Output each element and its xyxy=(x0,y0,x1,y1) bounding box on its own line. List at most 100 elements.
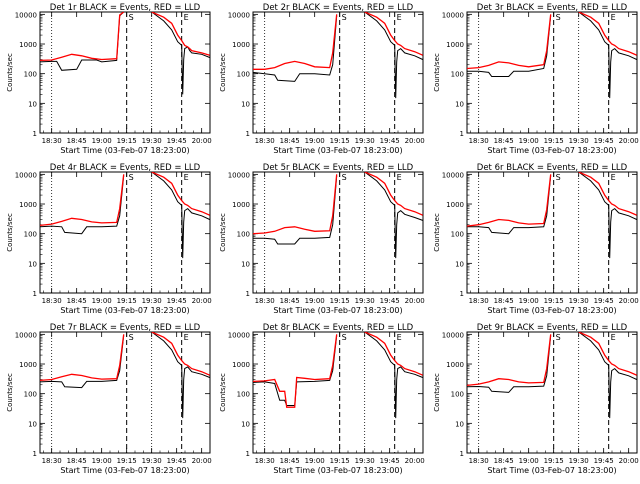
event-marker-label: S xyxy=(556,13,561,22)
series-line-events xyxy=(40,332,210,419)
x-tick-label: 19:45 xyxy=(380,297,400,305)
panel-det-2: Det 2r BLACK = Events, RED = LLD 1 10 100 10… xyxy=(219,3,425,155)
x-tick-label: 19:15 xyxy=(544,137,564,145)
plot-frame xyxy=(466,331,638,454)
x-tick-label: 19:00 xyxy=(305,457,325,465)
event-marker-label: S xyxy=(342,333,347,342)
y-axis-label: Counts/sec xyxy=(6,213,14,252)
x-tick-label: 18:45 xyxy=(494,457,514,465)
x-tick-label: 19:00 xyxy=(92,457,112,465)
x-tick-label: 19:30 xyxy=(142,297,162,305)
x-tick-label: 19:45 xyxy=(594,457,614,465)
x-axis-label: Start Time (03-Feb-07 18:23:00) xyxy=(273,146,402,155)
x-tick-label: 18:30 xyxy=(255,297,275,305)
panel-title: Det 6r BLACK = Events, RED = LLD xyxy=(477,163,628,173)
x-tick-label: 19:45 xyxy=(380,137,400,145)
x-tick-label: 18:45 xyxy=(494,137,514,145)
x-tick-label: 18:30 xyxy=(469,457,489,465)
series-line-lld xyxy=(253,332,423,408)
y-tick-label: 1000 xyxy=(446,361,464,369)
event-marker-label: S xyxy=(556,333,561,342)
plot-frame xyxy=(252,331,424,454)
x-tick-label: 19:15 xyxy=(544,297,564,305)
x-tick-label: 19:45 xyxy=(380,457,400,465)
y-axis-label: Counts/sec xyxy=(433,53,441,92)
panel-title: Det 1r BLACK = Events, RED = LLD xyxy=(50,3,201,13)
y-tick-label: 10 xyxy=(28,420,37,428)
y-tick-label: 100 xyxy=(451,231,464,239)
series-line-events xyxy=(40,172,210,259)
y-tick-label: 1000 xyxy=(446,201,464,209)
x-tick-label: 20:00 xyxy=(192,457,212,465)
event-marker-label: E xyxy=(184,13,189,22)
y-tick-label: 10 xyxy=(241,260,250,268)
x-tick-label: 19:30 xyxy=(355,137,375,145)
y-tick-label: 10000 xyxy=(442,171,464,179)
panel-det-6: Det 6r BLACK = Events, RED = LLD 1 10 100 10… xyxy=(433,163,639,315)
y-tick-label: 1 xyxy=(33,130,37,138)
panel-title: Det 5r BLACK = Events, RED = LLD xyxy=(263,163,414,173)
y-tick-label: 100 xyxy=(24,231,37,239)
panel-det-9: Det 9r BLACK = Events, RED = LLD 1 10 100 10… xyxy=(433,323,639,475)
y-tick-label: 10 xyxy=(241,420,250,428)
y-tick-label: 1 xyxy=(460,450,464,458)
y-axis-label: Counts/sec xyxy=(433,213,441,252)
x-tick-label: 20:00 xyxy=(405,137,425,145)
y-tick-label: 10 xyxy=(455,100,464,108)
event-marker-label: S xyxy=(342,13,347,22)
panel-title: Det 9r BLACK = Events, RED = LLD xyxy=(477,323,628,333)
event-marker-label: S xyxy=(129,13,134,22)
series-line-lld xyxy=(467,12,637,70)
y-tick-label: 1 xyxy=(246,450,250,458)
event-marker-label: S xyxy=(129,333,134,342)
panel-det-1: Det 1r BLACK = Events, RED = LLD 1 10 100 10… xyxy=(6,3,212,155)
y-tick-label: 1000 xyxy=(19,361,37,369)
y-axis-label: Counts/sec xyxy=(6,373,14,412)
x-tick-label: 18:45 xyxy=(280,297,300,305)
x-tick-label: 19:00 xyxy=(92,137,112,145)
y-axis-label: Counts/sec xyxy=(6,53,14,92)
series-line-events xyxy=(253,12,423,99)
series-line-events xyxy=(253,332,423,419)
event-marker-label: S xyxy=(342,173,347,182)
plot-frame xyxy=(252,11,424,134)
y-tick-label: 1 xyxy=(33,450,37,458)
y-tick-label: 1 xyxy=(246,290,250,298)
x-tick-label: 19:00 xyxy=(519,457,539,465)
y-tick-label: 1000 xyxy=(19,201,37,209)
y-tick-label: 10000 xyxy=(15,171,37,179)
x-axis-label: Start Time (03-Feb-07 18:23:00) xyxy=(487,466,616,475)
y-axis-label: Counts/sec xyxy=(219,53,227,92)
event-marker-label: E xyxy=(397,333,402,342)
x-tick-label: 18:45 xyxy=(67,137,87,145)
x-tick-label: 18:45 xyxy=(280,457,300,465)
x-tick-label: 19:30 xyxy=(355,297,375,305)
x-tick-label: 18:30 xyxy=(255,137,275,145)
x-tick-label: 19:00 xyxy=(305,137,325,145)
panel-title: Det 3r BLACK = Events, RED = LLD xyxy=(477,3,628,13)
y-axis-label: Counts/sec xyxy=(433,373,441,412)
x-tick-label: 19:45 xyxy=(594,297,614,305)
x-tick-label: 19:30 xyxy=(142,457,162,465)
x-tick-label: 19:15 xyxy=(544,457,564,465)
series-line-lld xyxy=(40,332,210,382)
x-tick-label: 18:45 xyxy=(67,297,87,305)
y-tick-label: 1000 xyxy=(446,41,464,49)
x-tick-label: 19:00 xyxy=(305,297,325,305)
x-tick-label: 19:30 xyxy=(569,457,589,465)
y-tick-label: 100 xyxy=(24,391,37,399)
event-marker-label: E xyxy=(397,173,402,182)
event-marker-label: S xyxy=(556,173,561,182)
y-tick-label: 10 xyxy=(455,420,464,428)
series-line-events xyxy=(467,172,637,259)
y-tick-label: 10000 xyxy=(228,11,250,19)
x-tick-label: 19:00 xyxy=(92,297,112,305)
y-tick-label: 1000 xyxy=(232,41,250,49)
x-tick-label: 19:45 xyxy=(167,137,187,145)
x-axis-label: Start Time (03-Feb-07 18:23:00) xyxy=(273,466,402,475)
y-tick-label: 10000 xyxy=(15,11,37,19)
series-line-lld xyxy=(40,172,210,227)
x-axis-label: Start Time (03-Feb-07 18:23:00) xyxy=(487,146,616,155)
